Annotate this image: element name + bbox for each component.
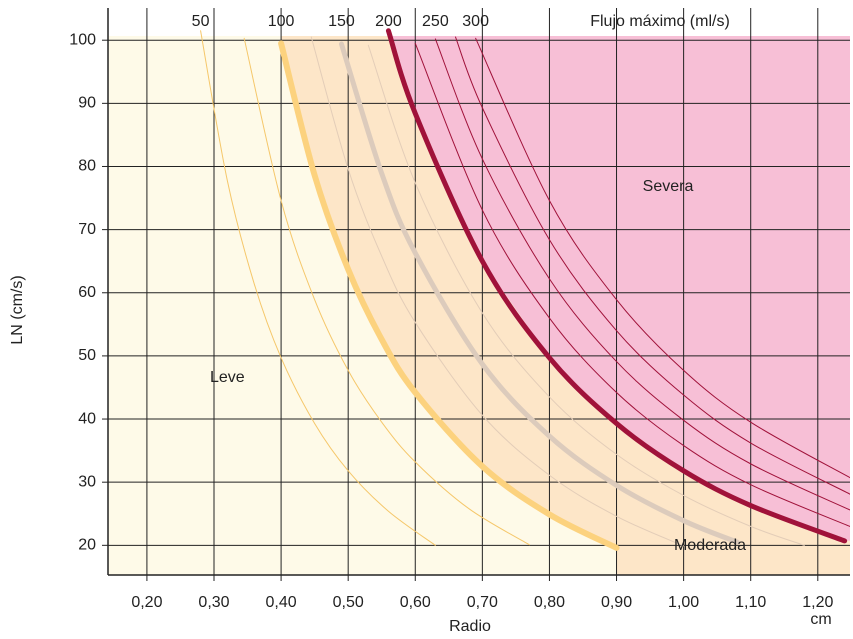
y-tick-label: 30 bbox=[78, 473, 96, 490]
series-line bbox=[414, 42, 850, 527]
regions bbox=[108, 30, 850, 575]
x-tick-label: 0,50 bbox=[333, 594, 364, 611]
series-line bbox=[338, 41, 740, 545]
x-tick-label: 1,00 bbox=[668, 594, 699, 611]
series-line bbox=[475, 37, 850, 479]
series-line bbox=[434, 38, 850, 511]
series-line bbox=[310, 36, 685, 547]
series-line bbox=[385, 28, 848, 544]
y-tick-label: 80 bbox=[78, 158, 96, 175]
series-line bbox=[243, 37, 530, 546]
annotation: Moderada bbox=[674, 537, 746, 554]
y-axis-label: LN (cm/s) bbox=[9, 275, 26, 344]
y-tick-label: 100 bbox=[69, 31, 96, 48]
x-tick-label: 0,70 bbox=[467, 594, 498, 611]
annotation: Severa bbox=[643, 178, 694, 195]
series-label: 250 bbox=[422, 13, 449, 30]
series-label: 300 bbox=[462, 13, 489, 30]
x-tick-label: 0,60 bbox=[400, 594, 431, 611]
y-tick-label: 50 bbox=[78, 347, 96, 364]
y-tick-label: 40 bbox=[78, 410, 96, 427]
series-label: 150 bbox=[328, 13, 355, 30]
x-tick-label: 0,20 bbox=[131, 594, 162, 611]
x-unit: cm bbox=[810, 611, 831, 628]
y-tick-label: 20 bbox=[78, 537, 96, 554]
y-tick-label: 90 bbox=[78, 95, 96, 112]
x-tick-label: 0,80 bbox=[534, 594, 565, 611]
series-title: Flujo máximo (ml/s) bbox=[590, 13, 730, 30]
series-line bbox=[455, 36, 850, 495]
x-tick-label: 0,90 bbox=[601, 594, 632, 611]
series-label: 200 bbox=[375, 13, 402, 30]
series-label: 50 bbox=[192, 13, 210, 30]
x-tick-label: 1,20 bbox=[802, 594, 833, 611]
x-tick-label: 0,40 bbox=[266, 594, 297, 611]
annotation: Leve bbox=[210, 369, 245, 386]
y-tick-label: 70 bbox=[78, 221, 96, 238]
labels: 20 30 40 50 60 70 80 90 100 0,20 0,30 0,40 0,50 0,60 0… bbox=[69, 13, 833, 611]
series-line bbox=[278, 40, 620, 551]
x-tick-label: 0,30 bbox=[198, 594, 229, 611]
x-tick-label: 1,10 bbox=[735, 594, 766, 611]
y-tick-label: 60 bbox=[78, 284, 96, 301]
series-label: 100 bbox=[268, 13, 295, 30]
series-line bbox=[367, 44, 805, 546]
x-axis-label: Radio bbox=[449, 618, 491, 635]
lines bbox=[200, 28, 850, 551]
region-severa bbox=[388, 30, 850, 541]
series-line bbox=[200, 30, 436, 546]
